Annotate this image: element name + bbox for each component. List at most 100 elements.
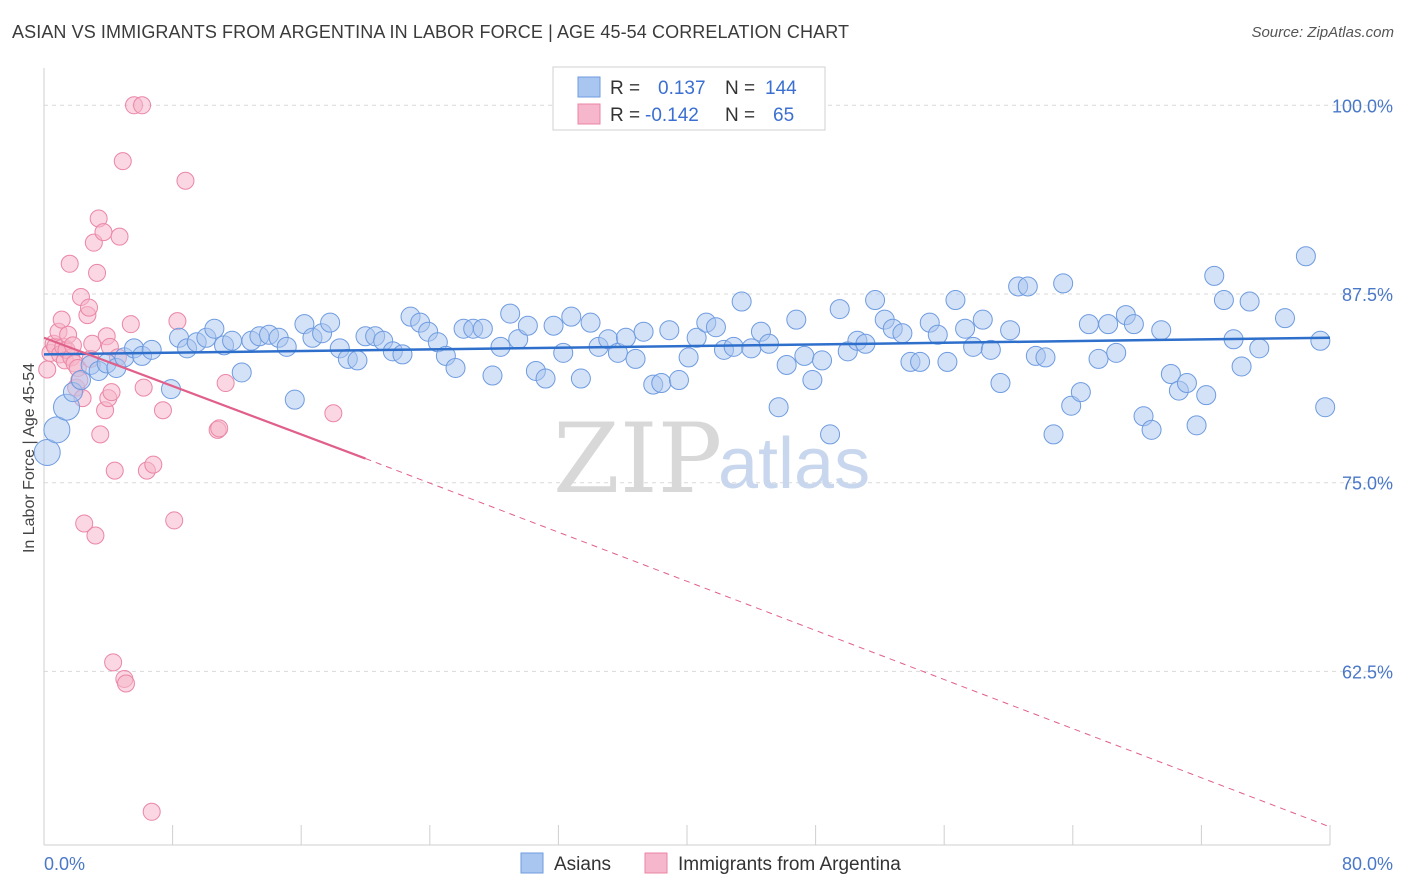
asian-point-103	[963, 336, 984, 357]
argentina-point-57	[324, 404, 343, 423]
x-tick-label-1: 80.0%	[1342, 854, 1393, 874]
asian-point-135	[1249, 338, 1270, 359]
asian-point-97	[910, 351, 931, 372]
asian-point-53	[517, 315, 538, 336]
trend-lines	[43, 336, 1331, 828]
asian-point-50	[490, 336, 511, 357]
asian-point-104	[972, 309, 993, 330]
x-tick-label-0: 0.0%	[44, 854, 85, 874]
asian-point-116	[1078, 314, 1099, 335]
argentina-trend-line	[43, 336, 366, 460]
asian-point-106	[990, 373, 1011, 394]
asian-point-71	[678, 347, 699, 368]
asian-point-18	[204, 318, 225, 339]
bottom-legend-asians: Asians	[554, 854, 611, 875]
y-axis-label: In Labor Force | Age 45-54	[21, 363, 38, 553]
argentina-point-39	[110, 227, 129, 246]
argentina-point-11	[60, 254, 79, 273]
asian-point-127	[1176, 373, 1197, 394]
argentina-points	[38, 96, 343, 821]
argentina-point-53	[176, 171, 195, 190]
bottom-legend-swatch-argentina	[644, 852, 668, 874]
asian-point-129	[1196, 385, 1217, 406]
watermark-atlas: atlas	[718, 424, 870, 504]
asian-point-117	[1088, 348, 1109, 369]
asian-point-31	[320, 312, 341, 333]
asian-point-34	[347, 350, 368, 371]
y-tick-label-1: 87.5%	[1342, 285, 1393, 305]
argentina-point-48	[142, 802, 161, 821]
asian-point-72	[686, 327, 707, 348]
asian-point-118	[1098, 314, 1119, 335]
asian-point-114	[1061, 395, 1082, 416]
bottom-legend-swatch-asians	[520, 852, 544, 874]
asian-point-12	[141, 339, 162, 360]
argentina-point-26	[86, 526, 105, 545]
asian-point-76	[723, 336, 744, 357]
asian-point-113	[1053, 273, 1074, 294]
asian-point-92	[865, 290, 886, 311]
asian-point-60	[580, 312, 601, 333]
asian-point-102	[955, 318, 976, 339]
asian-point-83	[786, 309, 807, 330]
legend-n-label-1: N =	[725, 78, 755, 99]
asian-point-70	[668, 370, 689, 391]
argentina-point-52	[168, 312, 187, 331]
y-tick-labels: 100.0% 87.5% 75.0% 62.5%	[1332, 96, 1393, 682]
argentina-point-35	[102, 383, 121, 402]
asian-point-130	[1204, 265, 1225, 286]
legend-r-label-1: R =	[610, 78, 640, 99]
asian-point-59	[570, 368, 591, 389]
x-tick-labels: 0.0% 80.0%	[44, 854, 1393, 874]
asian-point-121	[1123, 314, 1144, 335]
argentina-point-56	[216, 374, 235, 393]
watermark-zip: ZIP	[553, 403, 722, 515]
asian-point-87	[820, 424, 841, 445]
legend-n-value-2: 65	[773, 105, 794, 126]
bottom-legend: Asians Immigrants from Argentina	[520, 852, 901, 875]
asian-point-128	[1186, 415, 1207, 436]
legend-r-value-1: 0.137	[658, 78, 706, 99]
asian-point-77	[731, 291, 752, 312]
asian-point-125	[1160, 364, 1181, 384]
bottom-legend-argentina: Immigrants from Argentina	[678, 854, 901, 875]
asian-point-131	[1213, 290, 1234, 311]
asian-point-58	[561, 306, 582, 327]
legend-n-value-1: 144	[765, 78, 797, 99]
chart-title: ASIAN VS IMMIGRANTS FROM ARGENTINA IN LA…	[12, 22, 850, 42]
asian-point-0	[33, 439, 61, 466]
legend-box: R = 0.137 N = 144 R = -0.142 N = 65	[552, 66, 826, 131]
argentina-point-0	[38, 360, 57, 379]
legend-r-value-2: -0.142	[645, 105, 699, 126]
asian-point-119	[1106, 342, 1127, 363]
argentina-point-6	[52, 310, 71, 329]
legend-r-label-2: R =	[610, 105, 640, 126]
asian-point-65	[625, 348, 646, 369]
legend-swatch-argentina	[577, 103, 601, 125]
argentina-point-43	[121, 315, 140, 334]
asian-point-39	[392, 344, 413, 365]
asian-point-105	[980, 339, 1001, 360]
asian-point-48	[472, 318, 493, 339]
asian-point-69	[659, 320, 680, 341]
argentina-point-45	[133, 96, 152, 115]
argentina-point-24	[83, 334, 102, 353]
asian-point-107	[1000, 320, 1021, 341]
asian-point-88	[829, 299, 850, 320]
argentina-point-42	[116, 674, 135, 693]
argentina-point-29	[91, 425, 110, 444]
asian-point-66	[633, 321, 654, 342]
argentina-point-27	[88, 263, 107, 282]
asian-point-123	[1141, 419, 1162, 440]
asian-point-21	[231, 362, 252, 383]
argentina-point-40	[113, 152, 132, 171]
asian-point-49	[482, 365, 503, 386]
argentina-point-49	[144, 455, 163, 474]
asian-point-139	[1315, 397, 1336, 418]
asian-point-20	[222, 330, 243, 351]
asian-point-112	[1043, 424, 1064, 445]
asian-point-86	[812, 350, 833, 371]
y-tick-label-3: 62.5%	[1342, 662, 1393, 682]
argentina-point-55	[210, 419, 229, 438]
legend-n-label-2: N =	[725, 105, 755, 126]
